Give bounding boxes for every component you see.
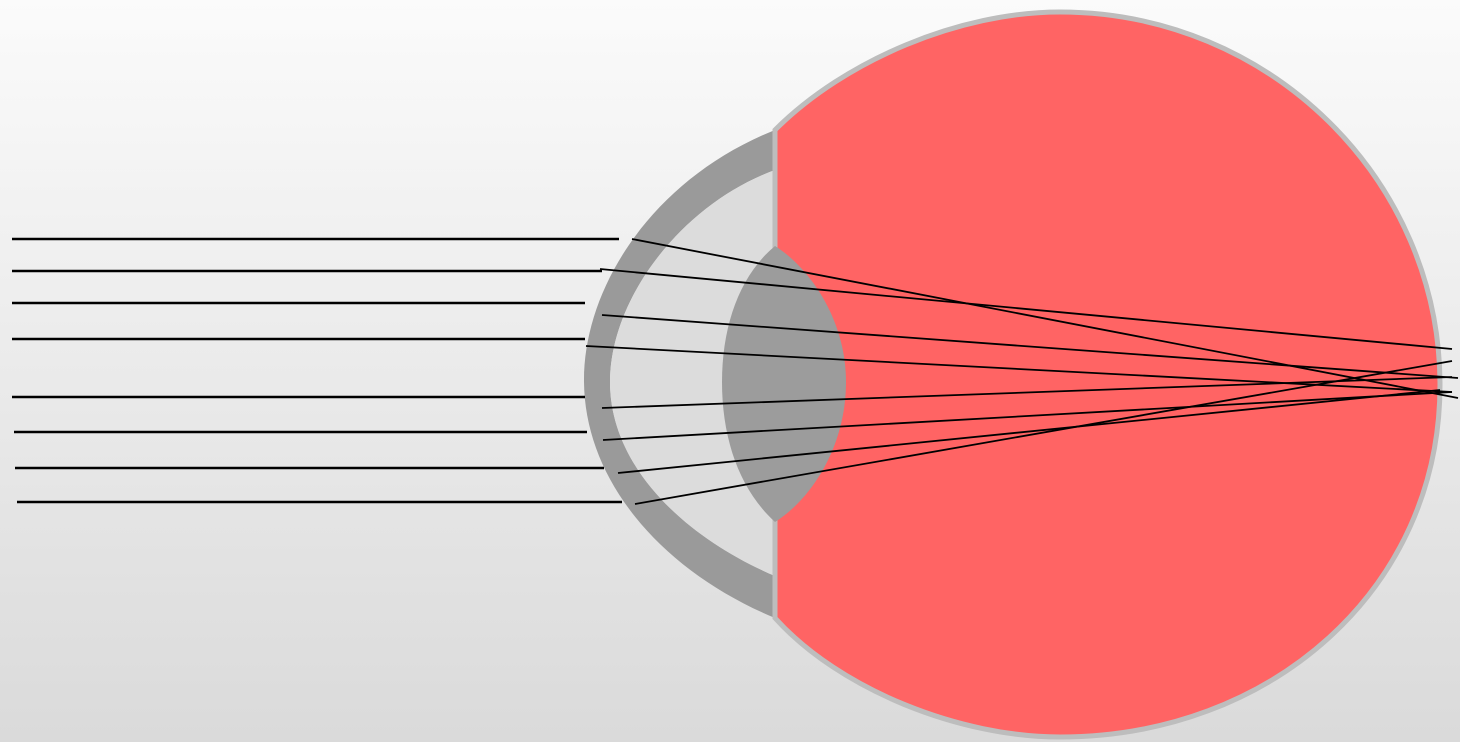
incoming-rays [12, 237, 622, 504]
anterior-chamber [610, 170, 775, 576]
light-ray-refracted [601, 314, 1459, 379]
light-ray-refracted [634, 360, 1453, 505]
light-ray-refracted [631, 238, 1459, 399]
light-ray-refracted [617, 389, 1441, 474]
light-ray-refracted [602, 391, 1453, 441]
refracted-rays [585, 238, 1459, 505]
light-ray-refracted [599, 268, 1453, 350]
light-ray-refracted [601, 376, 1453, 409]
cornea [583, 130, 775, 618]
light-ray-refracted [585, 345, 1453, 393]
